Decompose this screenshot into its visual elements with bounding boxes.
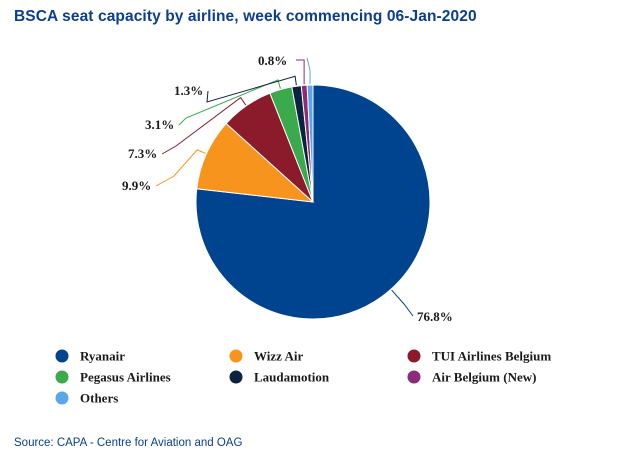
legend-marker-ryanair: [55, 349, 69, 363]
legend-marker-tui-airlines-belgium: [407, 349, 421, 363]
data-label-tui-airlines-belgium: 7.3%: [128, 146, 157, 161]
leader-line-air-belgium-new: [296, 59, 305, 85]
pie-chart: 76.8% 9.9% 7.3% 3.1% 1.3% 0.8% Ryanair Wizz Ai…: [55, 53, 551, 406]
legend-item-air-belgium-new: Air Belgium (New): [407, 370, 536, 385]
legend: Ryanair Wizz Air TUI Airlines Belgium Pegas…: [55, 349, 551, 406]
leader-line-laudamotion: [206, 75, 297, 103]
data-label-ryanair: 76.8%: [417, 309, 453, 324]
legend-marker-laudamotion: [229, 370, 243, 384]
leader-line-others: [306, 57, 311, 85]
legend-marker-pegasus-airlines: [55, 370, 69, 384]
legend-label-air-belgium-new: Air Belgium (New): [432, 370, 536, 385]
leader-line-tui-airlines-belgium: [161, 96, 247, 155]
legend-item-ryanair: Ryanair: [55, 349, 125, 364]
pie-slice-wizz-air: [196, 122, 315, 203]
legend-item-pegasus-airlines: Pegasus Airlines: [55, 370, 171, 385]
leader-lines: [155, 57, 414, 317]
data-label-laudamotion: 1.3%: [174, 83, 203, 98]
pie-slices: [195, 84, 431, 320]
legend-label-others: Others: [80, 391, 118, 406]
leader-line-wizz-air: [155, 149, 206, 187]
chart-title: BSCA seat capacity by airline, week comm…: [14, 8, 477, 25]
legend-item-laudamotion: Laudamotion: [229, 370, 330, 385]
legend-marker-others: [55, 391, 69, 405]
pie-labels: 76.8% 9.9% 7.3% 3.1% 1.3% 0.8%: [122, 53, 453, 324]
legend-item-tui-airlines-belgium: TUI Airlines Belgium: [407, 349, 551, 364]
source-note: Source: CAPA - Centre for Aviation and O…: [14, 437, 243, 449]
legend-marker-air-belgium-new: [407, 370, 421, 384]
legend-marker-wizz-air: [229, 349, 243, 363]
leader-line-ryanair: [391, 289, 414, 317]
legend-item-wizz-air: Wizz Air: [229, 349, 303, 364]
leader-line-pegasus-airlines: [178, 79, 281, 126]
legend-label-laudamotion: Laudamotion: [254, 370, 330, 385]
legend-item-others: Others: [55, 391, 118, 406]
pie-slice-others: [306, 84, 314, 203]
data-label-air-belgium-new: 0.8%: [258, 53, 287, 68]
legend-label-ryanair: Ryanair: [80, 349, 125, 364]
data-label-wizz-air: 9.9%: [122, 178, 151, 193]
legend-label-tui-airlines-belgium: TUI Airlines Belgium: [432, 349, 551, 364]
data-label-pegasus-airlines: 3.1%: [145, 117, 174, 132]
legend-label-pegasus-airlines: Pegasus Airlines: [80, 370, 171, 385]
legend-label-wizz-air: Wizz Air: [254, 349, 303, 364]
